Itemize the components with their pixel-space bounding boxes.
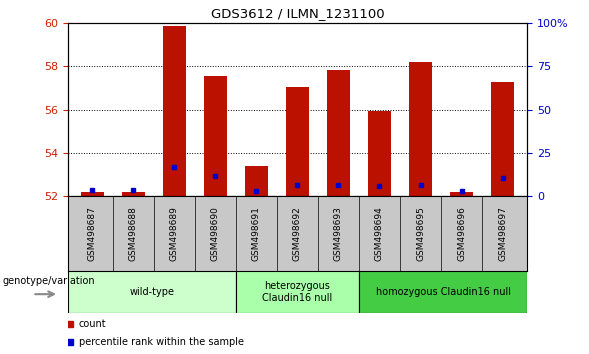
Text: GSM498695: GSM498695 bbox=[416, 206, 425, 261]
Bar bbox=[450, 192, 473, 196]
Bar bbox=[245, 166, 268, 196]
Text: GSM498696: GSM498696 bbox=[457, 206, 466, 261]
Text: genotype/variation: genotype/variation bbox=[3, 276, 95, 286]
Bar bbox=[236, 271, 359, 313]
Text: GSM498690: GSM498690 bbox=[211, 206, 220, 261]
Bar bbox=[204, 76, 227, 196]
Bar bbox=[409, 62, 432, 196]
Text: GSM498687: GSM498687 bbox=[88, 206, 97, 261]
Bar bbox=[359, 271, 527, 313]
Title: GDS3612 / ILMN_1231100: GDS3612 / ILMN_1231100 bbox=[211, 7, 384, 21]
Text: heterozygous
Claudin16 null: heterozygous Claudin16 null bbox=[262, 281, 333, 303]
Text: GSM498697: GSM498697 bbox=[498, 206, 507, 261]
Bar bbox=[81, 192, 104, 196]
Text: GSM498691: GSM498691 bbox=[252, 206, 261, 261]
Bar bbox=[491, 81, 514, 196]
Text: GSM498692: GSM498692 bbox=[293, 206, 302, 261]
Bar bbox=[122, 192, 145, 196]
Text: GSM498688: GSM498688 bbox=[129, 206, 138, 261]
Bar bbox=[286, 87, 309, 196]
Bar bbox=[68, 271, 236, 313]
Text: GSM498689: GSM498689 bbox=[170, 206, 179, 261]
Bar bbox=[327, 70, 350, 196]
Text: count: count bbox=[79, 319, 107, 329]
Text: wild-type: wild-type bbox=[130, 287, 174, 297]
Bar bbox=[163, 26, 186, 196]
Text: GSM498693: GSM498693 bbox=[334, 206, 343, 261]
Bar bbox=[368, 111, 391, 196]
Text: percentile rank within the sample: percentile rank within the sample bbox=[79, 337, 244, 347]
Text: homozygous Claudin16 null: homozygous Claudin16 null bbox=[376, 287, 511, 297]
Text: GSM498694: GSM498694 bbox=[375, 206, 384, 261]
